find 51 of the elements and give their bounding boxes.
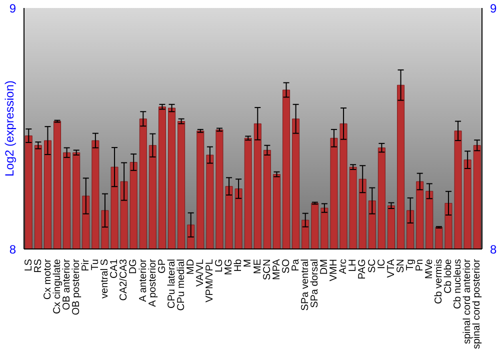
x-tick-label: SO xyxy=(280,258,292,274)
x-tick-label: CPu medial xyxy=(176,259,187,311)
x-tick-label: Cb nucleus xyxy=(452,259,464,310)
x-tick-label: VMH xyxy=(328,259,340,282)
x-tick-label: MD xyxy=(185,259,196,275)
x-tick-label: Tu xyxy=(90,259,102,270)
x-tick-label: VA/VL xyxy=(195,258,206,287)
x-tick-label: CPu lateral xyxy=(166,259,178,308)
x-tick-label: CA1 xyxy=(109,258,120,278)
y2-tick-label: 9 xyxy=(490,1,497,16)
x-tick-label: Pa xyxy=(290,258,302,272)
x-tick-label: LH xyxy=(348,259,359,272)
x-tick-label: LS xyxy=(23,258,34,272)
x-tick-label: ME xyxy=(252,258,264,274)
x-tick-label: spinal cord anterior xyxy=(462,258,474,344)
x-tick-label: Hb xyxy=(233,258,244,272)
x-tick-label: SN xyxy=(395,259,406,273)
x-tick-label: Cx cingulate xyxy=(52,258,63,314)
x-tick-label: SC xyxy=(366,259,378,273)
y-axis-title: Log2 (expression) xyxy=(2,80,16,177)
x-tick-label: ventral S xyxy=(100,258,111,298)
x-tick-label: MVe xyxy=(424,258,436,280)
x-tick-label: GP xyxy=(156,258,168,274)
x-tick-label: Cb vermis xyxy=(434,259,445,304)
x-tick-label: VTA xyxy=(386,258,397,278)
x-tick-label: RS xyxy=(32,258,44,273)
x-tick-label: Pn xyxy=(414,259,426,272)
x-tick-label: A anterior xyxy=(138,258,149,302)
x-tick-label: SPa ventral xyxy=(300,259,311,311)
x-tick-label: MG xyxy=(224,258,235,276)
x-tick-label: Cx motor xyxy=(42,258,54,300)
x-tick-label: DG xyxy=(128,258,140,274)
x-tick-label: SCN xyxy=(262,259,273,280)
x-tick-label: spinal cord posterior xyxy=(472,258,483,350)
x-tick-label: Tg xyxy=(404,259,416,271)
x-tick-label: PAG xyxy=(357,258,368,280)
x-tick-label: A posterior xyxy=(147,258,158,307)
x-tick-label: DM xyxy=(319,259,330,275)
x-tick-label: OB posterior xyxy=(70,258,82,316)
y2-tick-label: 8 xyxy=(490,242,497,256)
x-tick-label: Pir xyxy=(80,258,92,272)
x-tick-label: OB anterior xyxy=(61,258,72,310)
x-tick-label: Cb lobe xyxy=(443,258,454,294)
x-tick-label: MPA xyxy=(271,258,282,280)
x-tick-label: VPM/VPL xyxy=(204,258,216,302)
x-tick-label: CA2/CA3 xyxy=(118,258,130,301)
x-tick-label: M xyxy=(242,259,254,268)
x-tick-label: IC xyxy=(376,259,388,269)
x-tick-label: SPa dorsal xyxy=(310,259,321,308)
x-tick-label: Arc xyxy=(338,259,350,274)
x-tick-label: LG xyxy=(214,258,226,272)
